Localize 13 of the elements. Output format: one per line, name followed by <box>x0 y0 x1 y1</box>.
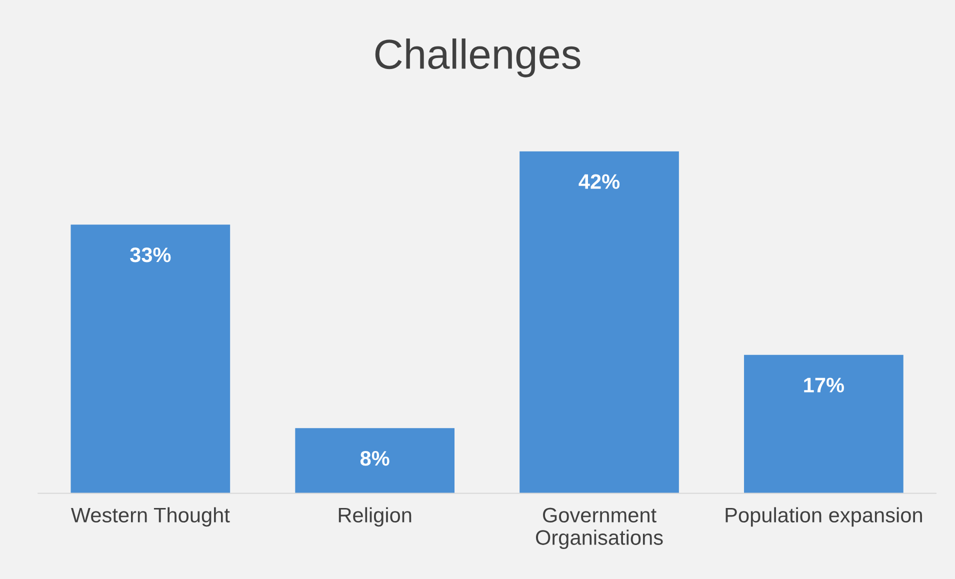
data-label: 8% <box>360 450 390 466</box>
chart-title: Challenges <box>375 38 580 78</box>
bar <box>744 354 904 494</box>
data-label: 42% <box>578 174 620 189</box>
x-tick-label: Population expansion <box>726 507 922 527</box>
x-tick-label: Western Thought <box>70 507 230 527</box>
bar <box>70 224 230 494</box>
data-label: 33% <box>130 247 171 262</box>
x-tick-label: Government Organisations <box>536 508 663 550</box>
x-tick-label: Religion <box>338 507 412 527</box>
data-label: 17% <box>804 378 844 392</box>
bar <box>295 428 455 494</box>
bar <box>520 151 679 494</box>
